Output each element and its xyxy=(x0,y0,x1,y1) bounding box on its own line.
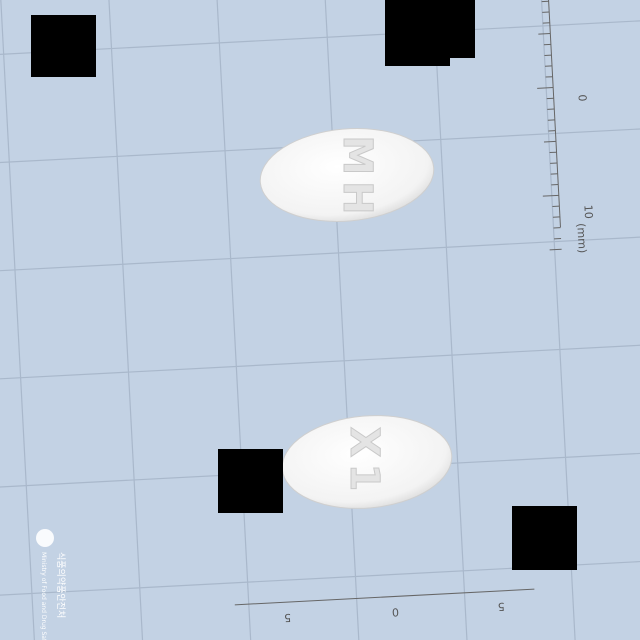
ruler-ticks xyxy=(537,0,562,251)
ruler-label: 0 xyxy=(576,94,589,102)
redaction xyxy=(31,15,96,77)
grid-line xyxy=(321,0,363,640)
grid-line xyxy=(0,233,640,275)
logo: 식품의약품안전처 Ministry of Food and Drug Safet… xyxy=(36,529,67,640)
pill: X1 xyxy=(281,415,453,509)
logo-korean: 식품의약품안전처 xyxy=(55,552,67,618)
ruler-label: 10 xyxy=(581,204,595,219)
grid-line xyxy=(213,0,255,640)
ruler-tick xyxy=(543,140,557,143)
ruler-tick xyxy=(538,33,551,35)
logo-english: Ministry of Food and Drug Safety xyxy=(40,552,47,640)
ruler-label: 0 xyxy=(392,605,400,618)
grid-line xyxy=(0,0,39,640)
pill: MH xyxy=(259,128,435,222)
redaction xyxy=(385,0,475,58)
ruler-tick xyxy=(537,86,554,89)
imprint: X1 xyxy=(341,427,387,498)
grid-line xyxy=(0,557,640,599)
redaction xyxy=(385,50,450,66)
grid-line xyxy=(105,0,147,640)
redaction xyxy=(218,449,283,513)
ruler-bottom: 5 0 5 xyxy=(234,588,535,624)
ruler-tick xyxy=(542,194,559,197)
imprint: MH xyxy=(334,135,380,220)
ruler-label: 5 xyxy=(284,611,292,624)
redaction xyxy=(512,506,577,570)
ruler-unit: (mm) xyxy=(574,223,589,254)
ruler-label: 5 xyxy=(497,600,505,613)
grid-line xyxy=(0,341,640,383)
ruler-tick xyxy=(549,248,562,251)
ruler-right: 0 10 (mm) xyxy=(537,0,595,254)
